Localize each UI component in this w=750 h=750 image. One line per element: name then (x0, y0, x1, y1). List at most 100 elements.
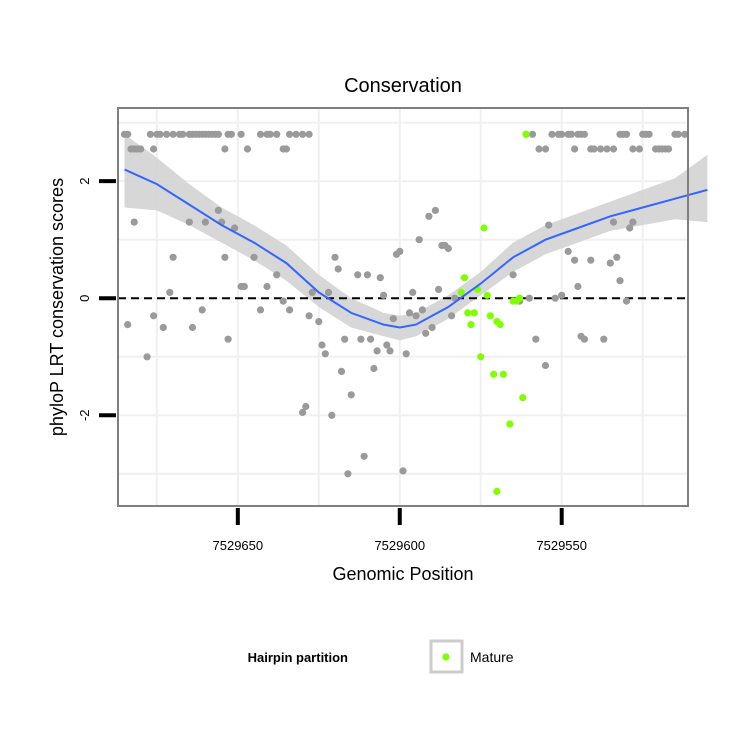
data-point-other (558, 291, 566, 299)
legend: Hairpin partition Mature (248, 639, 514, 674)
data-point-other (373, 347, 381, 355)
data-point-other (380, 291, 388, 299)
data-point-other (256, 306, 265, 314)
data-point-other (363, 271, 371, 279)
data-point-other (603, 145, 611, 153)
confidence-band-area (124, 134, 708, 341)
data-point-other (571, 145, 579, 153)
data-point-other (386, 347, 394, 355)
data-point-other (418, 306, 426, 314)
data-point-other (150, 312, 158, 320)
legend-label-mature: Mature (470, 649, 514, 665)
data-point-other (548, 130, 556, 138)
data-point-other (574, 282, 582, 291)
data-point-other (344, 470, 352, 478)
data-point-other (163, 130, 171, 138)
data-point-mature (519, 394, 527, 402)
data-point-other (435, 285, 443, 293)
panel-background (118, 108, 688, 506)
data-point-other (179, 130, 187, 138)
data-point-other (580, 335, 589, 343)
data-point-other (299, 130, 307, 138)
data-point-other (597, 145, 605, 153)
data-point-other (674, 130, 682, 138)
data-point-other (412, 312, 420, 320)
x-tick-label: 7529650 (213, 538, 264, 553)
data-point-other (545, 221, 553, 229)
data-point-mature (493, 487, 501, 495)
data-point-other (318, 341, 326, 349)
plot-panel (117, 107, 708, 507)
data-point-other (286, 306, 294, 314)
data-point-other (422, 329, 430, 337)
data-point-other (405, 309, 414, 317)
data-point-other (159, 323, 167, 332)
data-point-other (532, 335, 540, 343)
data-point-other (156, 130, 164, 138)
data-point-mature (457, 288, 465, 296)
data-point-mature (477, 353, 485, 361)
data-point-other (415, 236, 423, 244)
data-point-other (256, 130, 265, 138)
data-point-other (626, 224, 634, 232)
points-other (120, 130, 689, 478)
data-point-other (541, 145, 550, 153)
data-point-other (221, 253, 229, 261)
data-point-other (273, 271, 281, 279)
data-point-other (198, 306, 206, 314)
data-point-other (292, 130, 300, 138)
data-point-other (681, 130, 689, 138)
data-point-other (600, 335, 608, 343)
data-point-other (448, 312, 456, 320)
points-mature (457, 130, 530, 495)
data-point-other (347, 391, 355, 399)
data-point-mature (464, 309, 472, 317)
data-point-other (396, 247, 404, 255)
data-point-other (509, 271, 517, 279)
data-point-other (250, 253, 258, 261)
data-point-other (324, 288, 333, 296)
data-point-other (266, 130, 274, 138)
data-point-other (240, 282, 248, 291)
data-point-other (188, 323, 197, 332)
data-point-other (237, 130, 245, 138)
data-point-other (665, 145, 673, 153)
x-axis-label: Genomic Position (332, 564, 473, 584)
data-point-other (616, 277, 624, 285)
data-point-other (224, 335, 232, 343)
data-point-other (124, 130, 132, 138)
data-point-other (571, 256, 579, 264)
data-point-other (130, 218, 138, 226)
data-point-other (185, 218, 193, 226)
data-point-other (367, 335, 375, 343)
y-tick-label: -2 (77, 409, 92, 421)
data-point-other (166, 288, 174, 296)
data-point-other (286, 130, 294, 138)
data-point-other (227, 130, 235, 138)
data-point-other (409, 288, 417, 296)
data-point-other (150, 145, 158, 153)
data-point-other (541, 361, 550, 370)
data-point-mature (467, 321, 475, 329)
data-point-other (231, 224, 239, 232)
data-point-other (143, 353, 151, 361)
x-axis: 7529650 7529600 7529550 (213, 508, 587, 553)
data-point-mature (460, 274, 469, 282)
data-point-other (305, 312, 313, 320)
data-point-other (635, 145, 644, 153)
data-point-other (279, 297, 287, 305)
data-point-mature (470, 309, 478, 317)
confidence-band (124, 134, 708, 341)
data-point-other (613, 253, 621, 261)
data-point-other (305, 130, 313, 138)
data-point-other (302, 402, 310, 411)
data-point-mature (490, 370, 498, 378)
data-point-other (137, 145, 145, 153)
data-point-other (444, 244, 452, 253)
data-point-other (558, 130, 566, 138)
data-point-other (146, 130, 154, 138)
data-point-other (609, 218, 618, 226)
data-point-other (328, 411, 336, 419)
data-point-other (525, 294, 533, 302)
panel-border (117, 107, 689, 507)
